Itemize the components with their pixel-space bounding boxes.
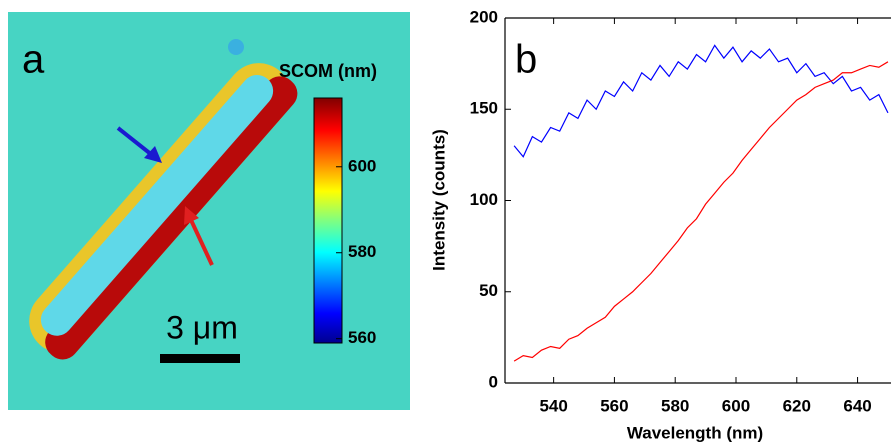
- colorbar-label: SCOM (nm): [279, 61, 377, 81]
- x-tick-label: 560: [600, 396, 628, 415]
- arrow-head: [184, 206, 199, 225]
- arrow-red: [189, 219, 214, 266]
- rod: [29, 63, 298, 360]
- colorbar-tick-label: 580: [348, 242, 376, 261]
- panel-label: b: [515, 38, 537, 82]
- colorbar-tick-label: 560: [348, 328, 376, 347]
- rod-inner: [40, 74, 274, 336]
- x-tick-label: 620: [783, 396, 811, 415]
- y-tick-label: 150: [470, 99, 498, 118]
- panel-label: a: [22, 38, 45, 82]
- x-axis-label: Wavelength (nm): [627, 423, 763, 442]
- y-axis-label: Intensity (counts): [429, 129, 448, 271]
- speck: [228, 39, 244, 55]
- colorbar: [313, 97, 343, 344]
- x-tick-label: 600: [722, 396, 750, 415]
- arrow-blue: [116, 126, 154, 157]
- y-tick-label: 50: [479, 281, 498, 300]
- y-tick-label: 200: [470, 7, 498, 26]
- scale-bar-label: 3 μm: [166, 309, 238, 345]
- series-line: [513, 61, 889, 362]
- scale-bar: [160, 354, 240, 363]
- colorbar-tick-label: 600: [348, 156, 376, 175]
- plot-area: [513, 44, 889, 362]
- x-tick-label: 540: [539, 396, 567, 415]
- x-tick-label: 640: [843, 396, 871, 415]
- series-line: [513, 44, 889, 158]
- rod-edge: [45, 76, 298, 360]
- arrow-head: [144, 146, 162, 163]
- x-tick-label: 580: [661, 396, 689, 415]
- y-tick-label: 0: [489, 372, 498, 391]
- y-tick-label: 100: [470, 190, 498, 209]
